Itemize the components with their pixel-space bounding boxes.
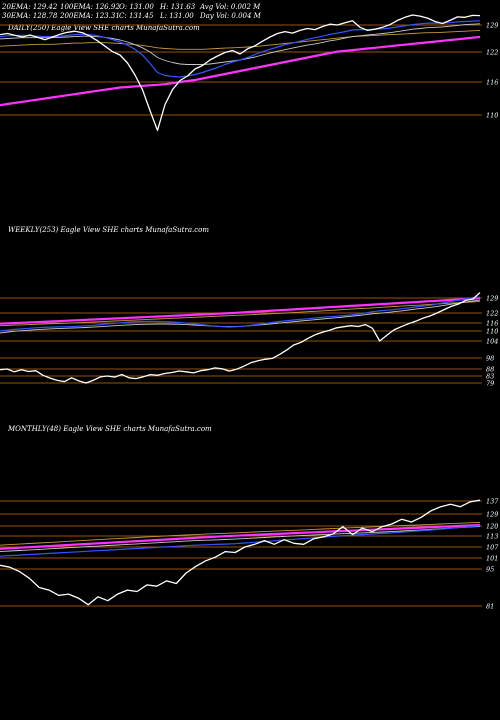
monthly-ytick-label: 81 bbox=[486, 603, 494, 611]
stat-high: H: 131.63 bbox=[160, 3, 196, 11]
stat-open: O: 131.00 bbox=[119, 3, 154, 11]
weekly-ytick-label: 88 bbox=[486, 366, 494, 374]
weekly-ema200-line bbox=[0, 297, 481, 325]
stat-ema200: 200EMA: 123.31 bbox=[60, 12, 120, 20]
weekly-ytick-label: 98 bbox=[486, 355, 494, 363]
daily-ema200-line bbox=[0, 35, 481, 107]
weekly-ytick-label: 83 bbox=[486, 373, 494, 381]
daily-ytick-label: 122 bbox=[486, 49, 498, 57]
weekly-panel-title: WEEKLY(253) Eagle View SHE charts Munafa… bbox=[8, 226, 209, 234]
stat-close: C: 131.45 bbox=[119, 12, 154, 20]
weekly-ema30-line bbox=[0, 299, 481, 334]
stat-ema100: 100EMA: 126.92 bbox=[60, 3, 120, 11]
monthly-ytick-label: 113 bbox=[486, 533, 498, 541]
monthly-ema100-line bbox=[0, 521, 481, 546]
weekly-ytick-label: 104 bbox=[486, 338, 498, 346]
daily-panel-title: DAILY(250) Eagle View SHE charts MunafaS… bbox=[8, 24, 200, 32]
weekly-ytick-label: 79 bbox=[486, 380, 494, 388]
stat-low: L: 131.00 bbox=[160, 12, 194, 20]
stat-ema30: 30EMA: 128.78 bbox=[2, 12, 58, 20]
weekly-ytick-label: 129 bbox=[486, 295, 498, 303]
monthly-ytick-label: 137 bbox=[486, 498, 499, 506]
weekly-ema100-line bbox=[0, 300, 481, 327]
monthly-ytick-label: 107 bbox=[486, 544, 499, 552]
stat-day-vol: Day Vol: 0.004 M bbox=[200, 12, 261, 20]
weekly-price-line bbox=[0, 292, 481, 384]
monthly-ytick-label: 95 bbox=[486, 566, 494, 574]
weekly-ytick-label: 110 bbox=[486, 328, 498, 336]
monthly-ytick-label: 101 bbox=[486, 555, 498, 563]
monthly-price-line bbox=[0, 499, 481, 606]
daily-ytick-label: 116 bbox=[486, 79, 498, 87]
stat-avg-vol: Avg Vol: 0.002 M bbox=[200, 3, 261, 11]
monthly-ema200-line bbox=[0, 524, 481, 550]
monthly-panel-title: MONTHLY(48) Eagle View SHE charts Munafa… bbox=[8, 425, 212, 433]
weekly-ytick-label: 122 bbox=[486, 310, 498, 318]
daily-ytick-label: 129 bbox=[486, 22, 498, 30]
monthly-ema20-line bbox=[0, 525, 481, 557]
weekly-ema20-line bbox=[0, 296, 481, 332]
daily-price-line bbox=[0, 14, 481, 132]
monthly-ytick-label: 120 bbox=[486, 523, 498, 531]
weekly-ytick-label: 116 bbox=[486, 320, 498, 328]
stat-ema20: 20EMA: 129.42 bbox=[2, 3, 58, 11]
daily-ema20-line bbox=[0, 20, 481, 78]
daily-ytick-label: 110 bbox=[486, 112, 498, 120]
monthly-ytick-label: 129 bbox=[486, 511, 498, 519]
daily-ema100-line bbox=[0, 29, 481, 50]
monthly-ema30-line bbox=[0, 525, 481, 553]
